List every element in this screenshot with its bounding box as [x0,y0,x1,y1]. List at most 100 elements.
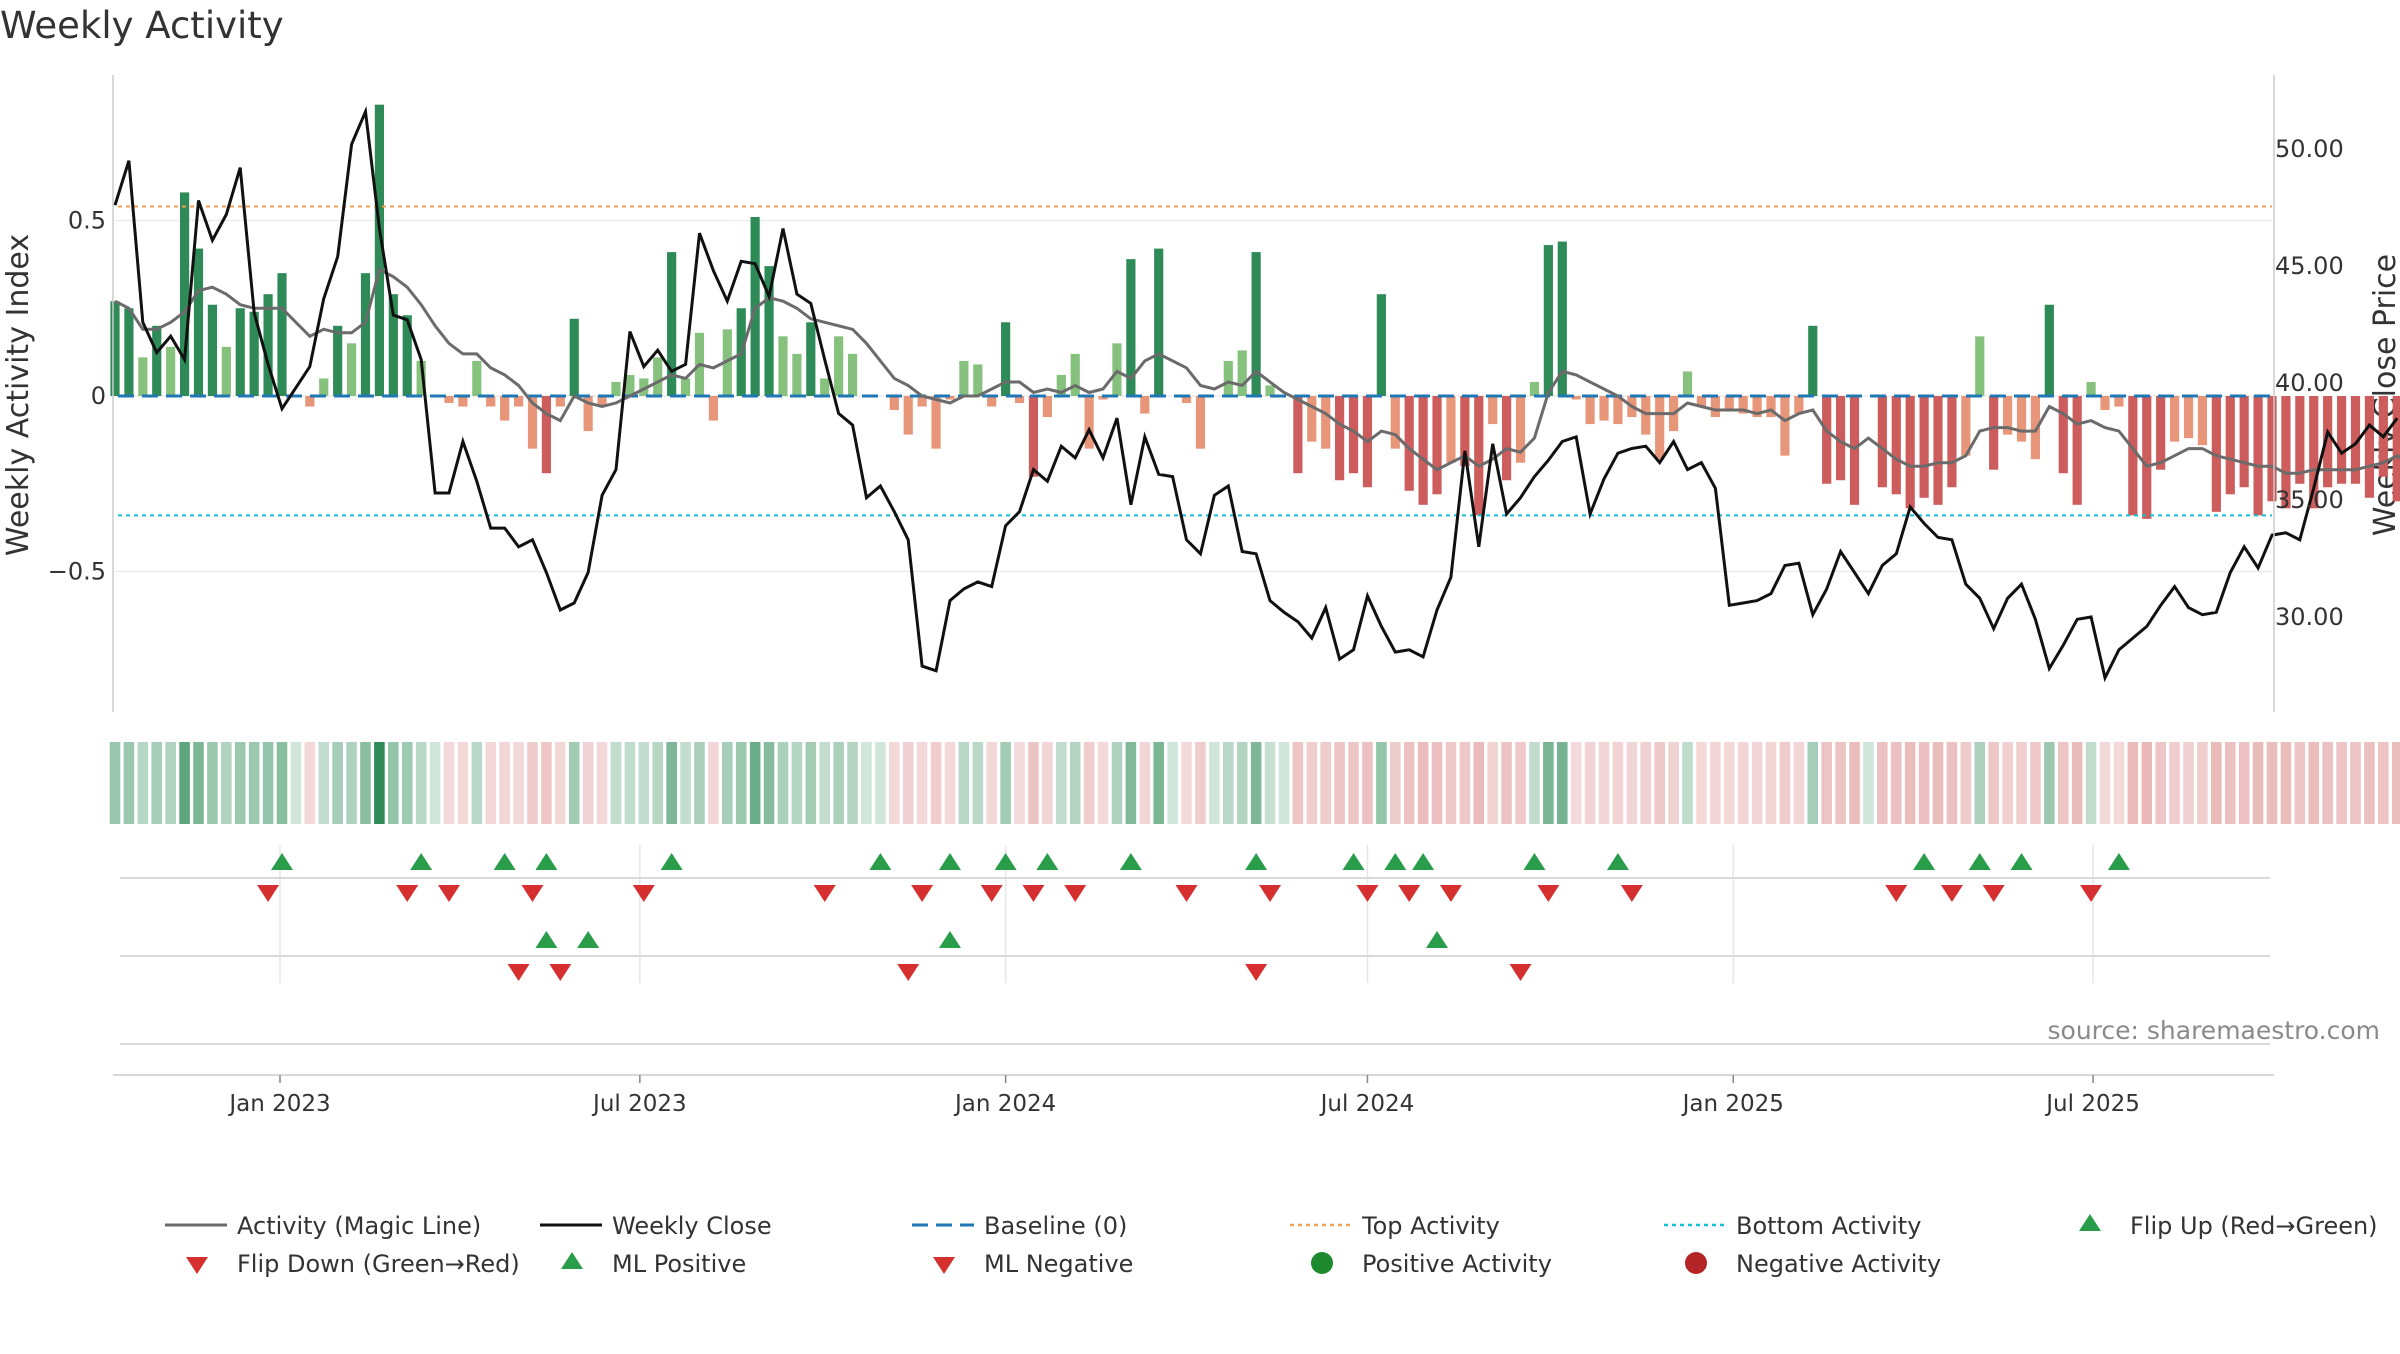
flip-down-marker-13 [1398,885,1421,902]
activity-bars [110,104,2400,519]
activity-bar-30 [527,396,538,449]
strip-cell-145 [2127,742,2139,824]
strip-cell-89 [1348,742,1359,824]
activity-bar-105 [1571,396,1581,400]
flip-up-marker-15 [1606,853,1629,870]
activity-bar-106 [1585,396,1595,425]
strip-cell-33 [568,742,580,824]
activity-bar-155 [2267,396,2277,502]
strip-cell-143 [2099,742,2111,824]
legend-label-7: ML Positive [612,1250,746,1278]
activity-bar-95 [1432,396,1442,495]
activity-bar-31 [541,396,551,474]
left-tick-label-1: 0 [91,382,106,410]
activity-bar-19 [374,104,384,397]
legend-label-3: Top Activity [1361,1212,1500,1240]
activity-bar-26 [472,360,482,396]
strip-cell-5 [179,742,190,824]
activity-bar-146 [2142,396,2152,519]
activity-bar-51 [820,378,830,396]
strip-cell-118 [1751,742,1763,824]
flip-down-marker-10 [1175,885,1198,902]
strip-cell-144 [2113,742,2125,824]
activity-bar-162 [2364,396,2375,498]
strip-cell-138 [2030,742,2041,824]
strip-cell-125 [1849,742,1860,824]
activity-bar-40 [667,252,677,396]
activity-bar-130 [1919,396,1929,498]
activity-bar-41 [680,378,691,396]
strip-cell-72 [1111,742,1123,824]
strip-cell-104 [1556,742,1568,824]
strip-cell-90 [1362,742,1373,824]
activity-bar-153 [2239,396,2249,488]
activity-bar-141 [2072,396,2082,505]
left-tick-label-0: 0.5 [68,207,106,235]
strip-cell-52 [833,742,844,824]
activity-bar-32 [555,396,565,407]
strip-cell-148 [2169,742,2180,824]
strip-cell-109 [1626,742,1638,824]
activity-bar-87 [1321,396,1331,449]
activity-bar-24 [444,396,454,404]
activity-bar-115 [1710,396,1720,418]
strip-cell-4 [165,742,176,824]
flip-down-marker-12 [1356,885,1379,902]
strip-cell-57 [902,742,914,824]
activity-bar-128 [1891,396,1901,495]
activity-bar-17 [346,343,357,396]
activity-bar-134 [1975,336,1985,396]
activity-bar-137 [2016,396,2027,442]
legend-label-9: Positive Activity [1362,1250,1552,1278]
ml-negative-marker-4 [1509,964,1532,981]
activity-bar-151 [2211,396,2221,512]
strip-cell-29 [513,742,524,824]
strip-cell-86 [1306,742,1318,824]
strip-cell-100 [1501,742,1512,824]
activity-bar-158 [2309,396,2319,509]
legend-swatch-10 [1685,1252,1707,1274]
activity-bar-20 [388,294,398,396]
activity-bar-81 [1237,350,1247,396]
strip-cell-76 [1167,742,1178,824]
strip-cell-161 [2350,742,2361,824]
activity-bar-11 [263,294,273,396]
flip-up-marker-6 [938,853,961,870]
activity-bar-101 [1515,396,1526,463]
strip-cell-32 [555,742,566,824]
flip-down-marker-4 [632,885,655,902]
strip-cell-128 [1890,742,1902,824]
activity-bar-53 [847,353,858,396]
legend-swatch-5 [2079,1214,2101,1231]
activity-bar-94 [1418,396,1428,505]
strip-cell-63 [986,742,998,824]
flip-down-marker-14 [1439,885,1462,902]
activity-bar-34 [583,396,593,432]
strip-cell-84 [1278,742,1290,824]
activity-bar-92 [1390,396,1400,449]
strip-cell-111 [1654,742,1665,824]
flip-down-marker-8 [1022,885,1045,902]
strip-cell-108 [1612,742,1624,824]
strip-cell-62 [972,742,984,824]
strip-cell-42 [694,742,705,824]
date-tick-label-0: Jan 2023 [227,1091,330,1117]
strip-cell-44 [722,742,733,824]
activity-bar-14 [305,396,315,407]
strip-cell-81 [1236,742,1248,824]
activity-bar-80 [1223,360,1233,396]
legend: Activity (Magic Line) Weekly Close Baselin… [165,1212,2378,1278]
ml-positive-marker-2 [938,931,961,948]
activity-bar-59 [931,396,941,449]
gridlines [115,219,2272,1045]
strip-cell-56 [889,742,900,824]
activity-bar-27 [486,396,496,407]
flip-up-marker-11 [1342,853,1365,870]
flip-down-marker-16 [1620,885,1643,902]
strip-cell-13 [290,742,302,824]
strip-cell-9 [234,742,246,824]
activity-bar-43 [708,396,718,421]
activity-bar-133 [1961,396,1971,456]
strip-cell-135 [1988,742,1999,824]
strip-cell-94 [1417,742,1429,824]
